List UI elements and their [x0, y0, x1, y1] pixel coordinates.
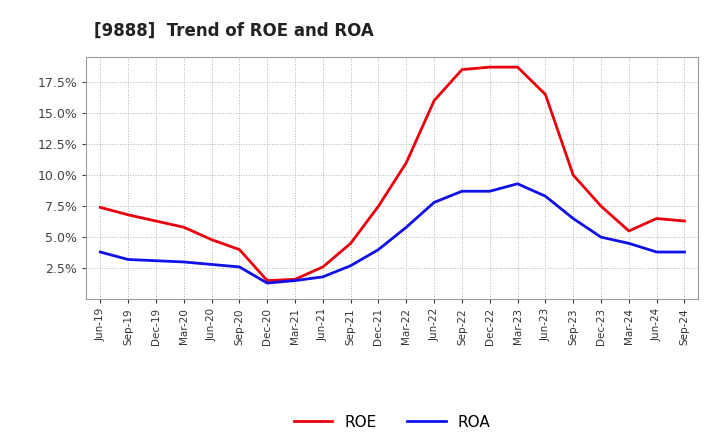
- ROE: [179, 224, 188, 230]
- ROE: [458, 67, 467, 72]
- ROA: [263, 280, 271, 286]
- ROE: [291, 277, 300, 282]
- ROA: [179, 259, 188, 264]
- ROE: [152, 218, 161, 224]
- ROA: [680, 249, 689, 255]
- ROA: [402, 224, 410, 230]
- ROA: [485, 189, 494, 194]
- ROE: [402, 160, 410, 165]
- Text: [9888]  Trend of ROE and ROA: [9888] Trend of ROE and ROA: [94, 22, 374, 40]
- ROE: [374, 203, 383, 209]
- ROA: [374, 247, 383, 252]
- ROA: [458, 189, 467, 194]
- ROE: [207, 237, 216, 242]
- ROA: [235, 264, 243, 270]
- ROA: [513, 181, 522, 187]
- ROE: [513, 65, 522, 70]
- ROA: [624, 241, 633, 246]
- ROA: [652, 249, 661, 255]
- Line: ROE: ROE: [100, 67, 685, 281]
- ROE: [680, 218, 689, 224]
- ROE: [263, 278, 271, 283]
- ROE: [485, 65, 494, 70]
- ROE: [346, 241, 355, 246]
- ROE: [624, 228, 633, 234]
- ROA: [569, 216, 577, 221]
- Legend: ROE, ROA: ROE, ROA: [288, 408, 497, 436]
- ROA: [318, 274, 327, 279]
- ROA: [430, 200, 438, 205]
- ROE: [430, 98, 438, 103]
- ROE: [569, 172, 577, 178]
- ROA: [291, 278, 300, 283]
- ROA: [207, 262, 216, 267]
- Line: ROA: ROA: [100, 184, 685, 283]
- ROA: [124, 257, 132, 262]
- ROA: [96, 249, 104, 255]
- ROA: [152, 258, 161, 264]
- ROA: [541, 194, 550, 199]
- ROE: [541, 92, 550, 97]
- ROE: [652, 216, 661, 221]
- ROE: [96, 205, 104, 210]
- ROE: [124, 212, 132, 217]
- ROA: [346, 263, 355, 268]
- ROE: [235, 247, 243, 252]
- ROE: [318, 264, 327, 270]
- ROA: [597, 235, 606, 240]
- ROE: [597, 203, 606, 209]
